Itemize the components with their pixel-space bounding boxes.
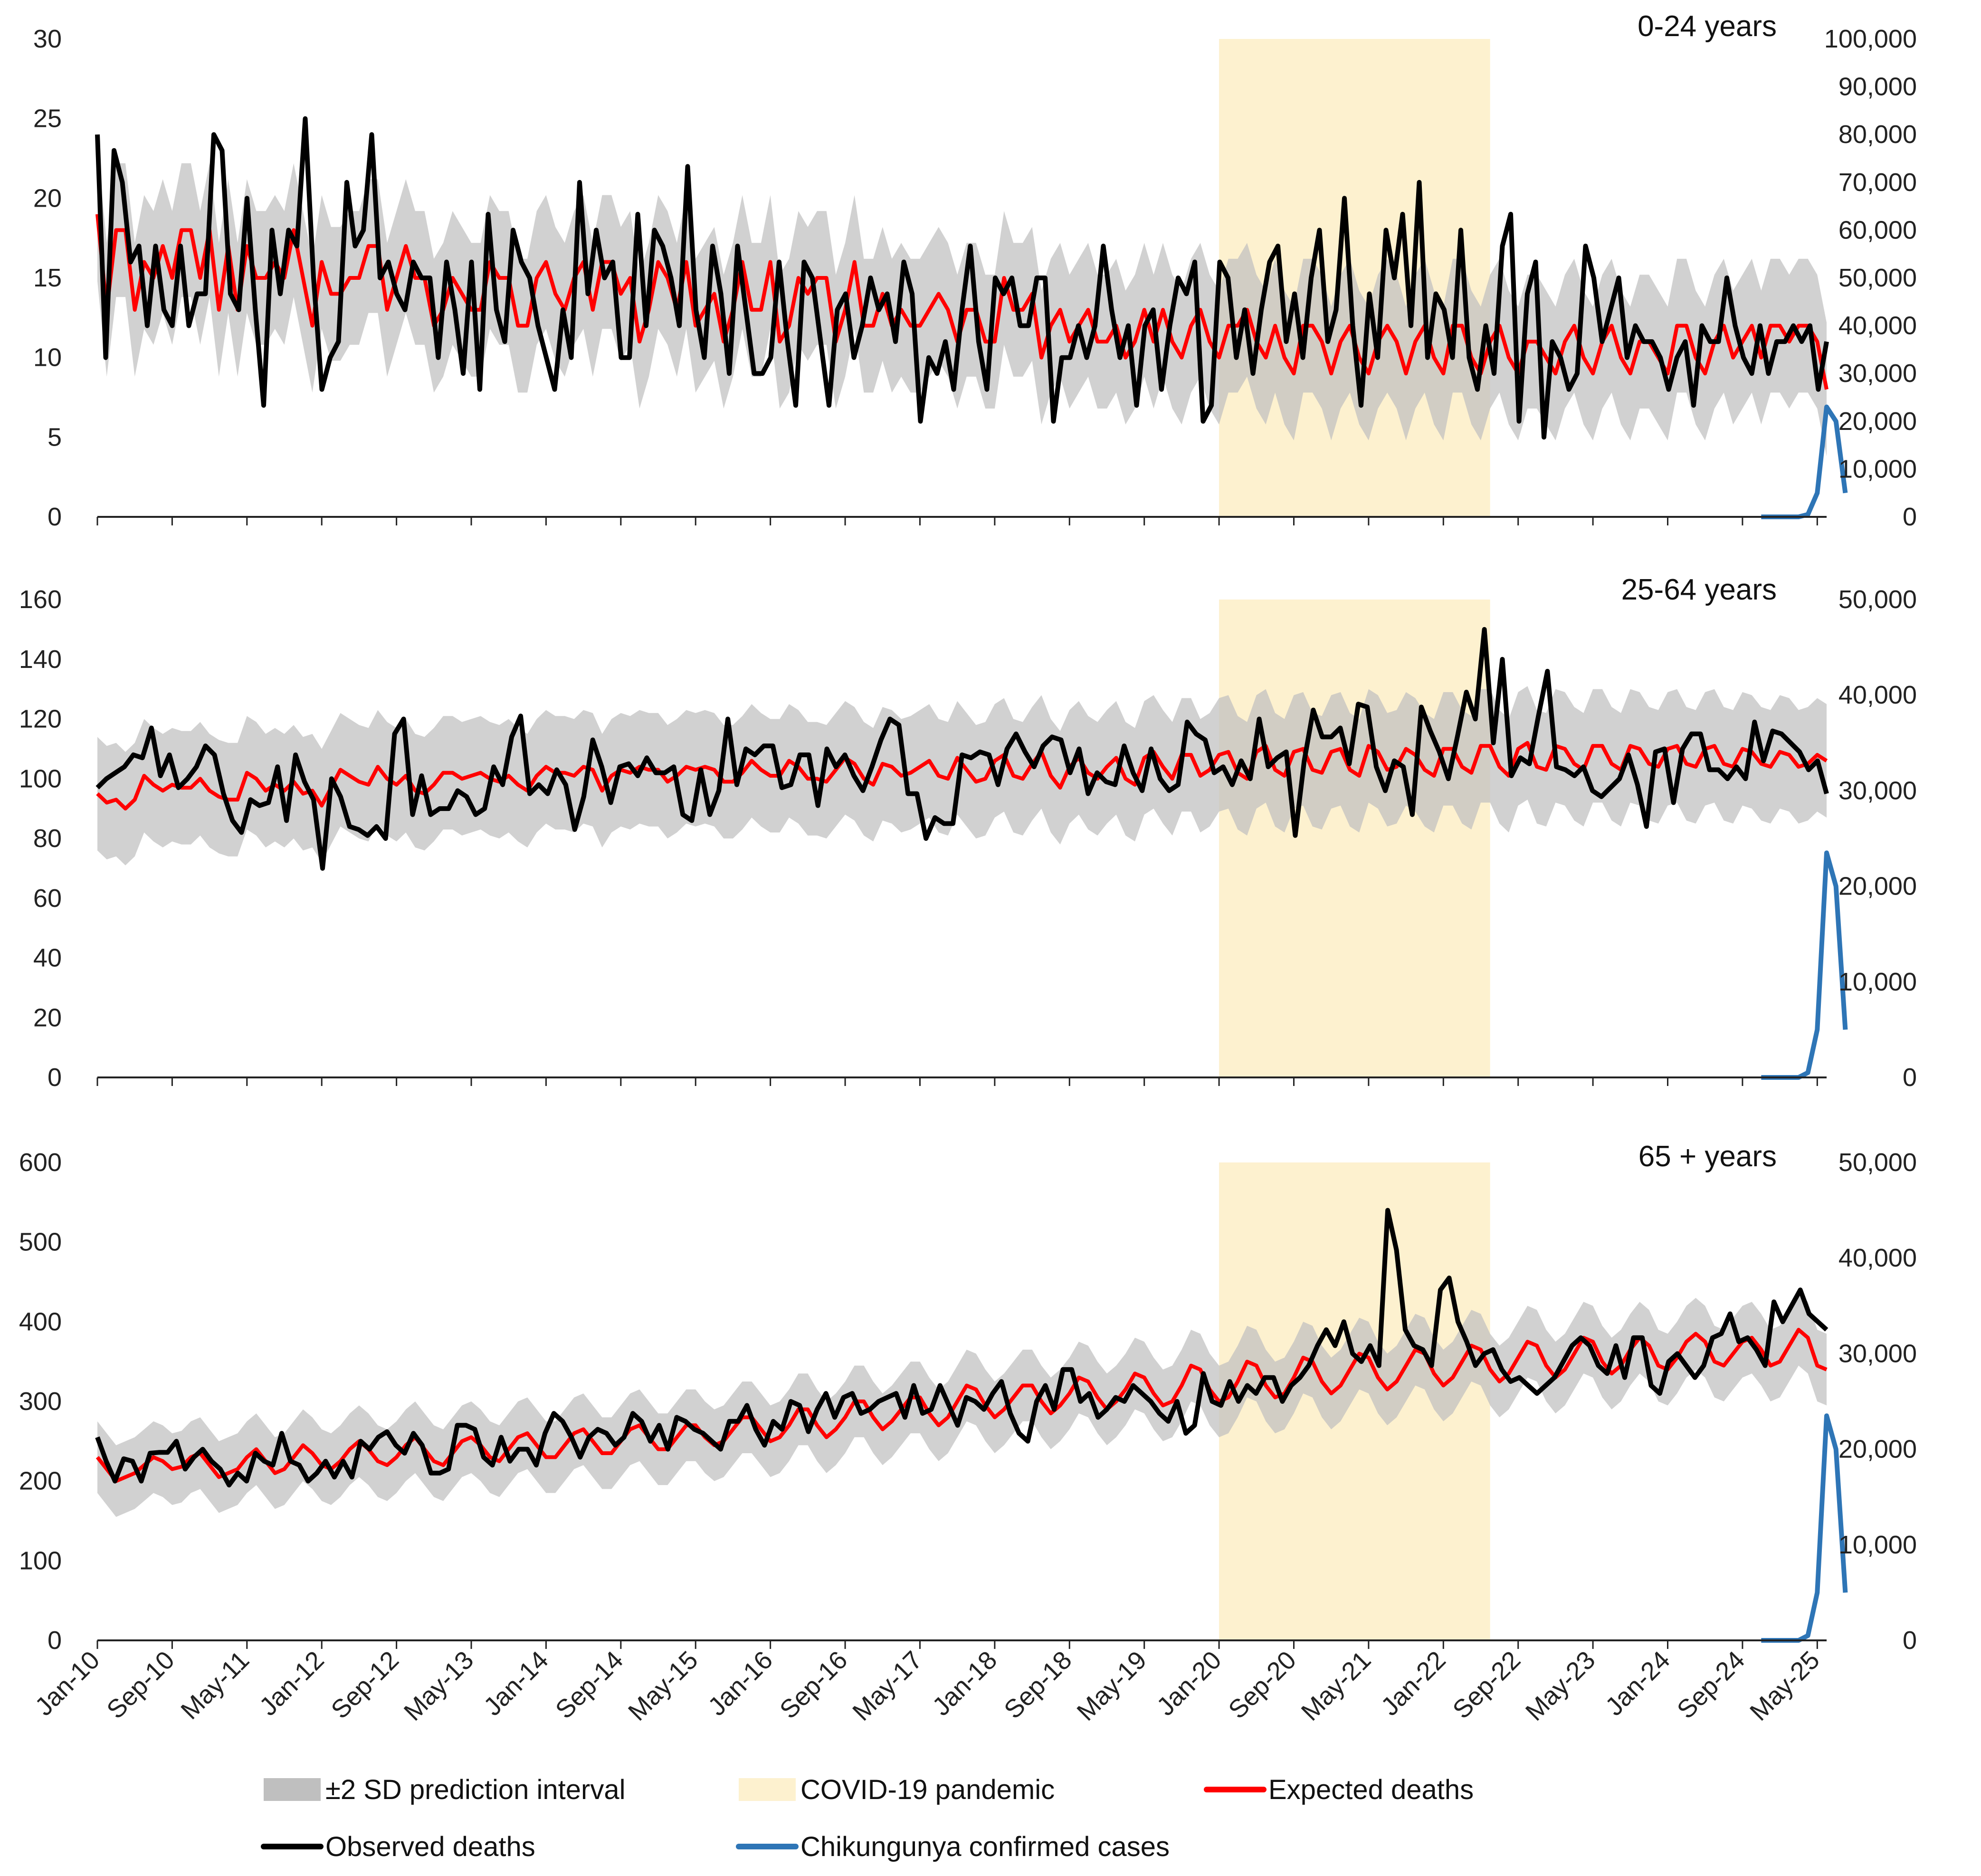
left-axis-tick-label: 100 bbox=[19, 764, 62, 793]
x-axis-tick-label: Jan-18 bbox=[927, 1646, 1002, 1721]
left-axis-tick-label: 160 bbox=[19, 585, 62, 614]
legend-label: Observed deaths bbox=[325, 1831, 535, 1862]
prediction-interval-band bbox=[97, 686, 1827, 866]
panel-title: 25-64 years bbox=[1621, 573, 1777, 606]
x-axis-tick-label: Jan-16 bbox=[703, 1646, 778, 1721]
legend-label: COVID-19 pandemic bbox=[800, 1774, 1055, 1805]
right-axis-tick-label: 80,000 bbox=[1838, 120, 1917, 149]
left-axis-tick-label: 200 bbox=[19, 1467, 62, 1495]
left-axis-tick-label: 0 bbox=[48, 1626, 62, 1655]
x-axis-tick-label: May-11 bbox=[175, 1646, 255, 1725]
x-axis-tick-label: Jan-10 bbox=[29, 1646, 105, 1721]
x-axis-tick-label: May-21 bbox=[1296, 1646, 1377, 1726]
right-axis-tick-label: 50,000 bbox=[1838, 585, 1917, 614]
left-axis-tick-label: 600 bbox=[19, 1148, 62, 1177]
panel-title: 0-24 years bbox=[1638, 10, 1777, 43]
right-axis-tick-label: 0 bbox=[1903, 1626, 1917, 1655]
left-axis-tick-label: 120 bbox=[19, 705, 62, 733]
left-axis-tick-label: 25 bbox=[33, 105, 62, 133]
covid-period-shading bbox=[1219, 600, 1490, 1077]
x-axis-tick-label: May-17 bbox=[847, 1646, 928, 1726]
x-axis-tick-label: Jan-22 bbox=[1376, 1646, 1451, 1721]
right-axis-tick-label: 20,000 bbox=[1838, 1435, 1917, 1464]
left-axis-tick-label: 60 bbox=[33, 884, 62, 913]
left-axis-tick-label: 300 bbox=[19, 1387, 62, 1416]
right-axis-tick-label: 20,000 bbox=[1838, 407, 1917, 436]
chikungunya-cases-line bbox=[1761, 1413, 1848, 1643]
right-axis-tick-label: 40,000 bbox=[1838, 312, 1917, 340]
legend-swatch bbox=[264, 1778, 321, 1801]
right-axis-tick-label: 30,000 bbox=[1838, 1339, 1917, 1368]
x-axis-tick-label: May-19 bbox=[1071, 1646, 1152, 1726]
expected-deaths-line bbox=[95, 1328, 1828, 1483]
left-axis-tick-label: 0 bbox=[48, 503, 62, 531]
right-axis-tick-label: 100,000 bbox=[1824, 25, 1917, 53]
panel-title: 65 + years bbox=[1638, 1140, 1777, 1173]
x-axis-tick-label: May-25 bbox=[1744, 1646, 1825, 1726]
chikungunya-cases-line bbox=[1761, 850, 1848, 1080]
right-axis-tick-label: 50,000 bbox=[1838, 1148, 1917, 1177]
x-axis-tick-label: Jan-12 bbox=[254, 1646, 330, 1721]
right-axis-tick-label: 10,000 bbox=[1838, 968, 1917, 996]
observed-deaths-line bbox=[95, 627, 1829, 871]
x-axis-tick-label: Sep-22 bbox=[1448, 1646, 1526, 1724]
x-axis-tick-label: Sep-16 bbox=[774, 1646, 853, 1724]
left-axis-tick-label: 20 bbox=[33, 1003, 62, 1032]
observed-deaths-line bbox=[95, 116, 1829, 440]
left-axis-tick-label: 80 bbox=[33, 824, 62, 853]
right-axis-tick-label: 50,000 bbox=[1838, 264, 1917, 292]
left-axis-tick-label: 400 bbox=[19, 1307, 62, 1336]
right-axis-tick-label: 90,000 bbox=[1838, 73, 1917, 101]
right-axis-tick-label: 40,000 bbox=[1838, 681, 1917, 709]
right-axis-tick-label: 0 bbox=[1903, 503, 1917, 531]
right-axis-tick-label: 10,000 bbox=[1838, 455, 1917, 483]
left-axis-tick-label: 5 bbox=[48, 423, 62, 451]
x-axis-tick-label: Sep-10 bbox=[101, 1646, 180, 1724]
x-axis-tick-label: May-13 bbox=[399, 1646, 479, 1726]
left-axis-tick-label: 140 bbox=[19, 645, 62, 674]
right-axis-tick-label: 20,000 bbox=[1838, 872, 1917, 901]
x-axis-tick-label: Sep-20 bbox=[1223, 1646, 1302, 1724]
left-axis-tick-label: 20 bbox=[33, 184, 62, 212]
observed-deaths-line bbox=[95, 1208, 1829, 1488]
x-axis-tick-label: May-15 bbox=[623, 1646, 704, 1726]
right-axis-tick-label: 70,000 bbox=[1838, 168, 1917, 197]
legend-label: Expected deaths bbox=[1268, 1774, 1474, 1805]
left-axis-tick-label: 0 bbox=[48, 1063, 62, 1092]
x-axis-tick-label: Jan-20 bbox=[1151, 1646, 1227, 1721]
right-axis-tick-label: 60,000 bbox=[1838, 216, 1917, 244]
x-axis-tick-label: Sep-14 bbox=[550, 1646, 629, 1724]
right-axis-tick-label: 30,000 bbox=[1838, 776, 1917, 805]
x-axis-tick-label: Sep-12 bbox=[326, 1646, 405, 1724]
legend-label: ±2 SD prediction interval bbox=[325, 1774, 625, 1805]
left-axis-tick-label: 40 bbox=[33, 944, 62, 972]
x-axis-tick-label: Jan-24 bbox=[1600, 1646, 1676, 1721]
left-axis-tick-label: 500 bbox=[19, 1228, 62, 1257]
legend-label: Chikungunya confirmed cases bbox=[800, 1831, 1170, 1862]
left-axis-tick-label: 15 bbox=[33, 264, 62, 292]
legend-swatch bbox=[739, 1778, 796, 1801]
right-axis-tick-label: 30,000 bbox=[1838, 359, 1917, 388]
left-axis-tick-label: 100 bbox=[19, 1546, 62, 1575]
left-axis-tick-label: 10 bbox=[33, 343, 62, 372]
x-axis-tick-label: Sep-24 bbox=[1672, 1646, 1751, 1724]
x-axis-tick-label: Jan-14 bbox=[478, 1646, 554, 1721]
right-axis-tick-label: 40,000 bbox=[1838, 1244, 1917, 1272]
chikungunya-cases-line bbox=[1761, 404, 1848, 519]
right-axis-tick-label: 10,000 bbox=[1838, 1531, 1917, 1559]
right-axis-tick-label: 0 bbox=[1903, 1063, 1917, 1092]
x-axis-tick-label: Sep-18 bbox=[999, 1646, 1077, 1724]
left-axis-tick-label: 30 bbox=[33, 25, 62, 53]
x-axis-tick-label: May-23 bbox=[1520, 1646, 1601, 1726]
